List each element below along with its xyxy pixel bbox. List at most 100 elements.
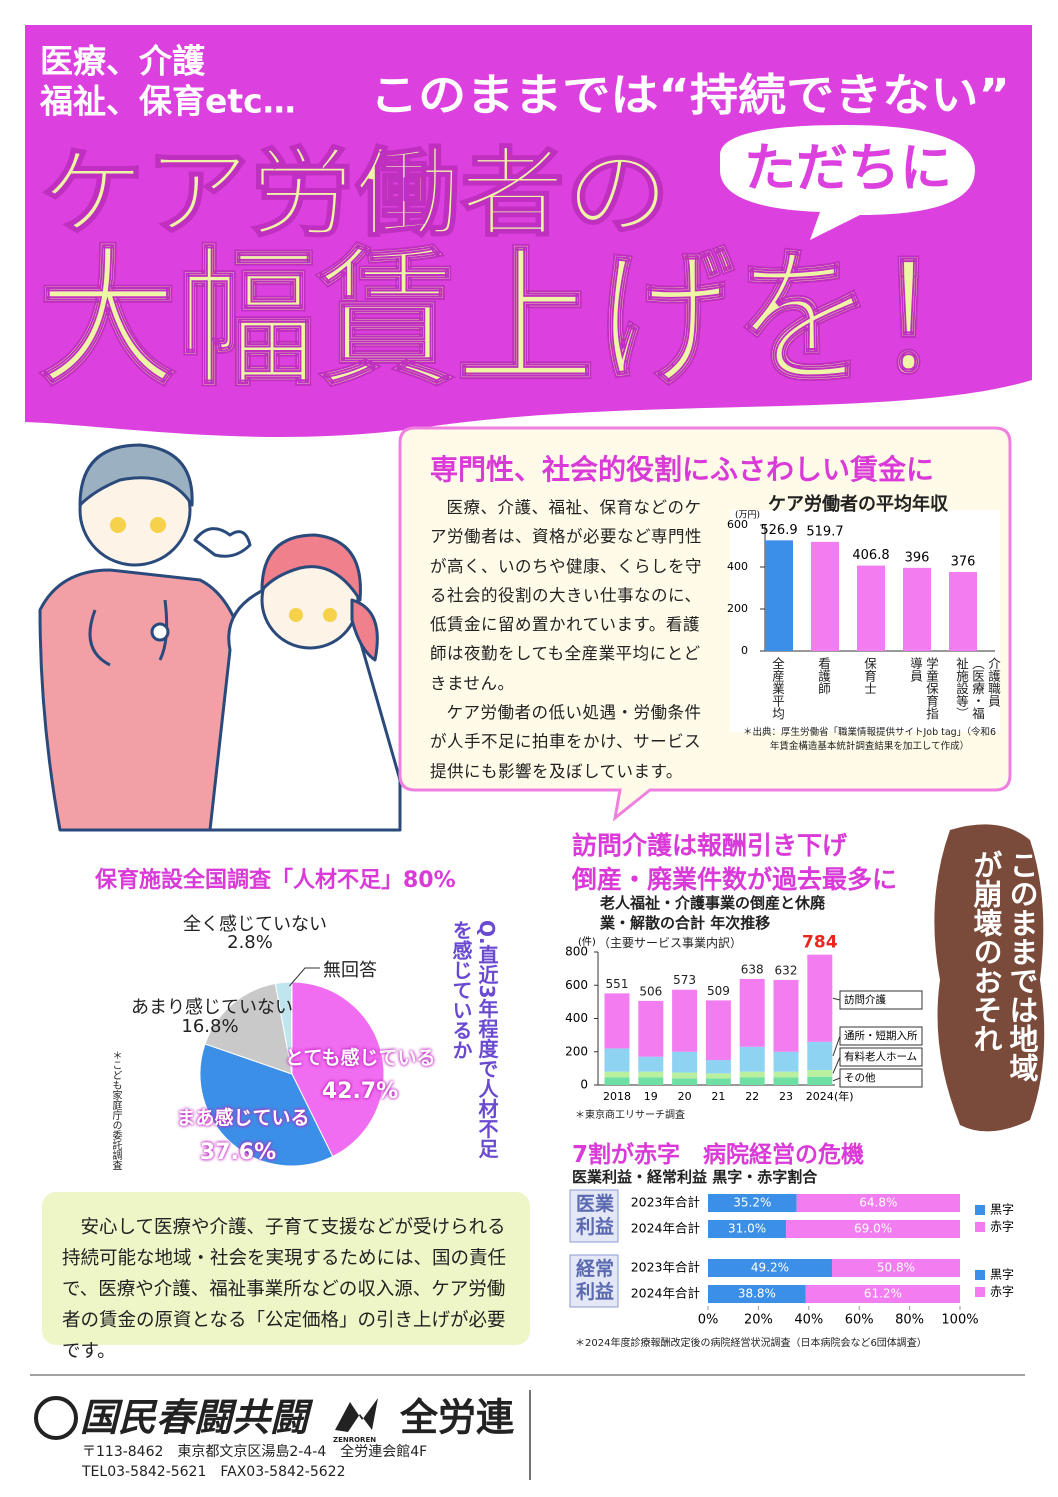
leader-line [832,1056,841,1074]
bar [765,540,793,651]
legend-label: 赤字 [990,1219,1014,1234]
paragraph: 医療、介護、福祉、保育などのケア労働者は、資格が必要など専門性が高く、いのちや健… [430,498,702,693]
pie-slice [291,981,385,1158]
value-label: 2.8% [227,932,273,953]
axis-label: (年) [834,1089,854,1103]
bar-segment [672,989,698,1052]
slice-label: 無回答 [323,960,377,981]
badge-bubble [720,125,975,240]
value-label: 37.6% [199,1140,277,1165]
x-tick-label: 看護師 [816,657,831,695]
y-tick-label: 400 [727,560,748,573]
group-box [569,1189,619,1243]
bar-segment [773,979,799,1052]
total-label: 573 [673,973,696,987]
value-label: 396 [905,550,930,565]
bar-segment [739,978,765,1047]
y-tick-label: 800 [565,945,588,959]
group-label: 医業利益 [575,1193,614,1238]
row-label: 2024年合計 [631,1221,700,1236]
bar-segment [705,1073,731,1079]
legend-label: 有料老人ホーム [844,1050,917,1063]
bar-segment [705,1060,731,1074]
x-tick-label: 100% [941,1313,978,1328]
x-tick-label: 40% [794,1313,823,1328]
leader-line [832,1035,841,1057]
x-tick-label: 20% [744,1313,773,1328]
topic: 福祉、保育etc… [39,82,296,121]
pie-slice [204,982,293,1075]
bar-segment [638,1000,664,1057]
value-label: 42.7% [321,1079,399,1104]
value-label: 406.8 [852,548,889,563]
axis-label: (件) [578,936,596,948]
value-label: 16.8% [181,1016,239,1037]
legend-label: 赤字 [990,1284,1014,1299]
source: ＊東京商工リサーチ調査 [575,1110,685,1121]
wage-text: 医療、介護、福祉、保育などのケア労働者は、資格が必要など専門性が高く、いのちや健… [430,493,712,786]
legend-swatch [975,1205,985,1215]
x-tick-label: 全産業平均 [770,657,785,720]
total-label: 638 [741,962,764,976]
slice-label: まあ感じている [176,1107,310,1129]
org-name: 全労連 [399,1396,515,1440]
x-tick-label: 80% [895,1313,924,1328]
value-label: 526.9 [760,523,797,538]
bar-segment [807,954,833,1042]
bar-segment [805,1285,960,1303]
headline-2: 大幅賃上げを！ [38,233,1013,407]
value-label: 31.0% [728,1222,766,1236]
bar-segment [708,1259,832,1277]
warning-blob [934,824,1045,1132]
total-label: 784 [802,933,838,953]
x-tick-label: 20 [678,1090,692,1103]
bar-segment [807,1070,833,1077]
bar-segment [604,1077,630,1085]
x-tick-label: 介護職員（医療・福祉施設等） [954,657,1001,720]
legend-box [839,1047,923,1067]
logo-mascot [34,1396,78,1440]
section-title: 専門性、社会的役割にふさわしい賃金に [430,453,935,486]
bar-segment [773,1051,799,1072]
bar-segment [672,1078,698,1085]
bar-segment [708,1285,806,1303]
chart-subtitle: （主要サービス事業内訳） [598,936,743,950]
x-tick-label: 0% [698,1313,719,1328]
slice-label: とても感じている [285,1047,436,1069]
bar-segment [604,993,630,1049]
value-label: 69.0% [854,1222,892,1236]
value-label: 376 [951,555,976,570]
bar-segment [796,1194,960,1212]
x-tick-label: 保育士 [862,657,877,695]
y-tick-label: 200 [727,602,748,615]
bar [857,565,885,651]
source: ＊2024年度診療報酬改定後の病院経営状況調査（日本病院会など6団体調査） [575,1338,927,1349]
bar [903,567,931,651]
section-title: 訪問介護は報酬引き下げ [572,831,848,860]
y-tick-label: 600 [727,518,748,531]
legend-swatch [975,1287,985,1297]
pie-slice [290,981,293,1075]
bar-segment [708,1194,797,1212]
legend-box [839,990,923,1010]
org-roman: ZENROREN [333,1436,376,1444]
bar-segment [672,1072,698,1079]
group-label: 経常利益 [575,1258,614,1303]
value-label: 38.8% [738,1287,776,1301]
bar-segment [739,1046,765,1072]
chart-title: 保育施設全国調査「人材不足」80% [95,868,456,893]
legend-label: 訪問介護 [844,993,886,1006]
legend-box [839,1026,923,1046]
x-tick-label: 19 [644,1090,658,1103]
row-label: 2023年合計 [631,1195,700,1210]
bar-segment [739,1071,765,1078]
row-label: 2024年合計 [631,1286,700,1301]
legend-swatch [975,1222,985,1232]
total-label: 632 [775,963,798,977]
bar [811,541,839,651]
total-label: 506 [639,984,662,998]
tagline: このままでは“持続できない” [370,70,1010,121]
y-tick-label: 200 [565,1044,588,1058]
